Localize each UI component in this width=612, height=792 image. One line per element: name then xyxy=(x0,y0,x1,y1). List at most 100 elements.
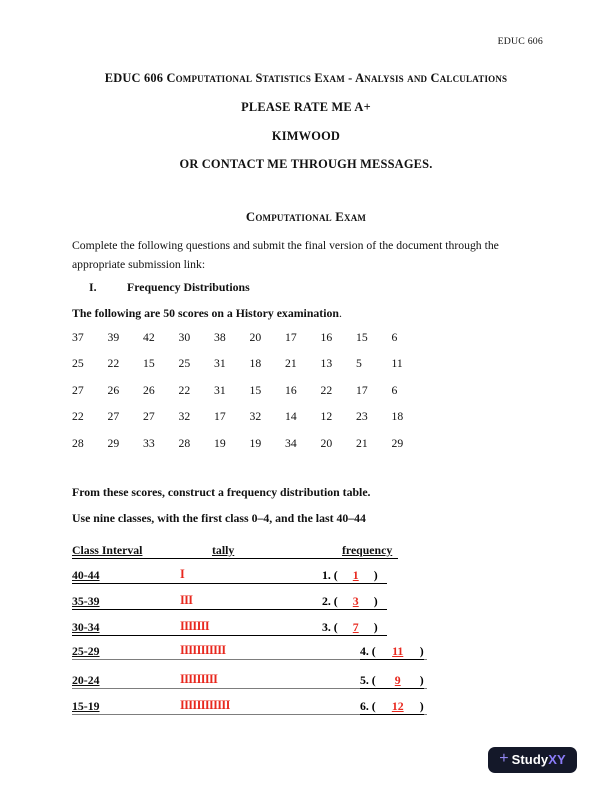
score-value: 14 xyxy=(285,410,297,424)
score-value: 17 xyxy=(214,410,226,424)
score-value: 19 xyxy=(249,436,262,450)
score-value: 11 xyxy=(391,357,403,371)
score-value: 22 xyxy=(72,410,84,424)
frequency-answer: 2. (3) xyxy=(322,594,378,610)
score-value: 33 xyxy=(143,436,155,450)
score-value: 29 xyxy=(391,436,404,450)
score-value: 13 xyxy=(320,357,333,371)
subtitle-contact: OR CONTACT ME THROUGH MESSAGES. xyxy=(179,157,433,171)
tally-marks: III xyxy=(180,593,193,607)
frequency-value: 12 xyxy=(391,699,404,713)
score-value: 25 xyxy=(72,357,84,371)
score-value: 21 xyxy=(356,436,368,450)
score-value: 6 xyxy=(391,383,398,397)
frequency-value: 3 xyxy=(352,594,359,608)
class-interval: 30-34 xyxy=(72,620,100,634)
score-value: 19 xyxy=(214,436,226,450)
score-value: 31 xyxy=(214,383,226,397)
score-value: 22 xyxy=(178,383,191,397)
score-value: 15 xyxy=(356,331,368,344)
score-row: 28 29 33 28 19 19 34 20 21 29 xyxy=(72,437,427,463)
freq-table-header: Class Interval tally frequency xyxy=(72,543,398,559)
score-value: 39 xyxy=(107,331,120,344)
part-heading: I. Frequency Distributions xyxy=(72,280,250,295)
score-grid: 37 39 42 30 38 20 17 16 15 6 25 22 15 25 31 18 21 13 5 11 … xyxy=(72,331,427,463)
studyxy-logo[interactable]: + StudyXY xyxy=(488,747,577,773)
score-value: 31 xyxy=(214,357,226,371)
frequency-value: 1 xyxy=(352,568,359,582)
score-value: 21 xyxy=(285,357,297,371)
score-value: 38 xyxy=(214,331,226,344)
tally-marks: I xyxy=(180,567,185,581)
score-value: 23 xyxy=(356,410,368,424)
score-value: 16 xyxy=(320,331,333,344)
class-interval: 20-24 xyxy=(72,673,100,687)
score-value: 22 xyxy=(320,383,333,397)
score-value: 27 xyxy=(143,410,155,424)
score-value: 37 xyxy=(72,331,84,344)
score-value: 22 xyxy=(107,357,120,371)
score-value: 34 xyxy=(285,436,297,450)
freq-table-row: 40-44 I 1. (1) xyxy=(72,567,387,584)
score-row: 25 22 15 25 31 18 21 13 5 11 xyxy=(72,357,427,383)
score-value: 26 xyxy=(107,383,120,397)
class-interval: 40-44 xyxy=(72,568,100,582)
score-value: 32 xyxy=(249,410,262,424)
freq-table-row: 35-39 III 2. (3) xyxy=(72,593,387,610)
freq-table-row: 30-34 IIIIIII 3. (7) xyxy=(72,619,387,636)
tally-marks: IIIIIIIIIII xyxy=(180,643,226,657)
score-value: 28 xyxy=(72,436,84,450)
score-value: 29 xyxy=(107,436,120,450)
column-header-interval: Class Interval xyxy=(72,543,143,557)
instruction-line-1: From these scores, construct a frequency… xyxy=(72,485,371,499)
score-value: 26 xyxy=(143,383,155,397)
running-head: EDUC 606 xyxy=(497,36,543,47)
score-value: 16 xyxy=(285,383,297,397)
score-value: 27 xyxy=(107,410,120,424)
plus-icon: + xyxy=(499,750,509,767)
score-value: 20 xyxy=(320,436,333,450)
intro-paragraph: Complete the following questions and sub… xyxy=(72,239,499,271)
score-value: 5 xyxy=(356,357,362,371)
score-value: 15 xyxy=(249,383,262,397)
logo-wordmark: StudyXY xyxy=(511,752,566,767)
score-value: 30 xyxy=(178,331,191,344)
score-row: 22 27 27 32 17 32 14 12 23 18 xyxy=(72,410,427,436)
instruction-line-2: Use nine classes, with the first class 0… xyxy=(72,511,366,525)
class-interval: 25-29 xyxy=(72,644,100,658)
score-value: 32 xyxy=(178,410,191,424)
score-row: 37 39 42 30 38 20 17 16 15 6 xyxy=(72,331,427,357)
class-interval: 15-19 xyxy=(72,699,100,713)
score-value: 25 xyxy=(178,357,191,371)
column-header-tally: tally xyxy=(212,543,235,557)
column-header-frequency: frequency xyxy=(342,543,393,557)
freq-table-row: 20-24 IIIIIIIII 5. (9) xyxy=(72,672,427,689)
score-value: 15 xyxy=(143,357,155,371)
score-value: 27 xyxy=(72,383,84,397)
freq-table-row: 15-19 IIIIIIIIIIII 6. (12) xyxy=(72,698,427,715)
score-value: 17 xyxy=(356,383,368,397)
score-value: 18 xyxy=(391,410,404,424)
page-title: EDUC 606 Computational Statistics Exam -… xyxy=(104,71,508,85)
score-value: 42 xyxy=(143,331,155,344)
freq-table-row: 25-29 IIIIIIIIIII 4. (11) xyxy=(72,643,427,660)
frequency-value: 7 xyxy=(352,620,359,634)
score-value: 18 xyxy=(249,357,262,371)
frequency-answer: 3. (7) xyxy=(322,620,378,636)
score-value: 12 xyxy=(320,410,333,424)
tally-marks: IIIIIIIIIIII xyxy=(180,698,230,712)
tally-marks: IIIIIIIII xyxy=(180,672,218,686)
frequency-answer: 1. (1) xyxy=(322,568,378,584)
score-value: 17 xyxy=(285,331,297,344)
part-title: Frequency Distributions xyxy=(127,280,250,294)
score-value: 6 xyxy=(391,331,398,344)
part-numeral: I. xyxy=(89,280,97,294)
frequency-answer: 6. (12) xyxy=(360,699,424,715)
frequency-value: 11 xyxy=(392,644,404,658)
class-interval: 35-39 xyxy=(72,594,100,608)
score-value: 28 xyxy=(178,436,191,450)
subtitle-author: KIMWOOD xyxy=(271,129,341,143)
score-row: 27 26 26 22 31 15 16 22 17 6 xyxy=(72,384,427,410)
score-value: 20 xyxy=(249,331,262,344)
